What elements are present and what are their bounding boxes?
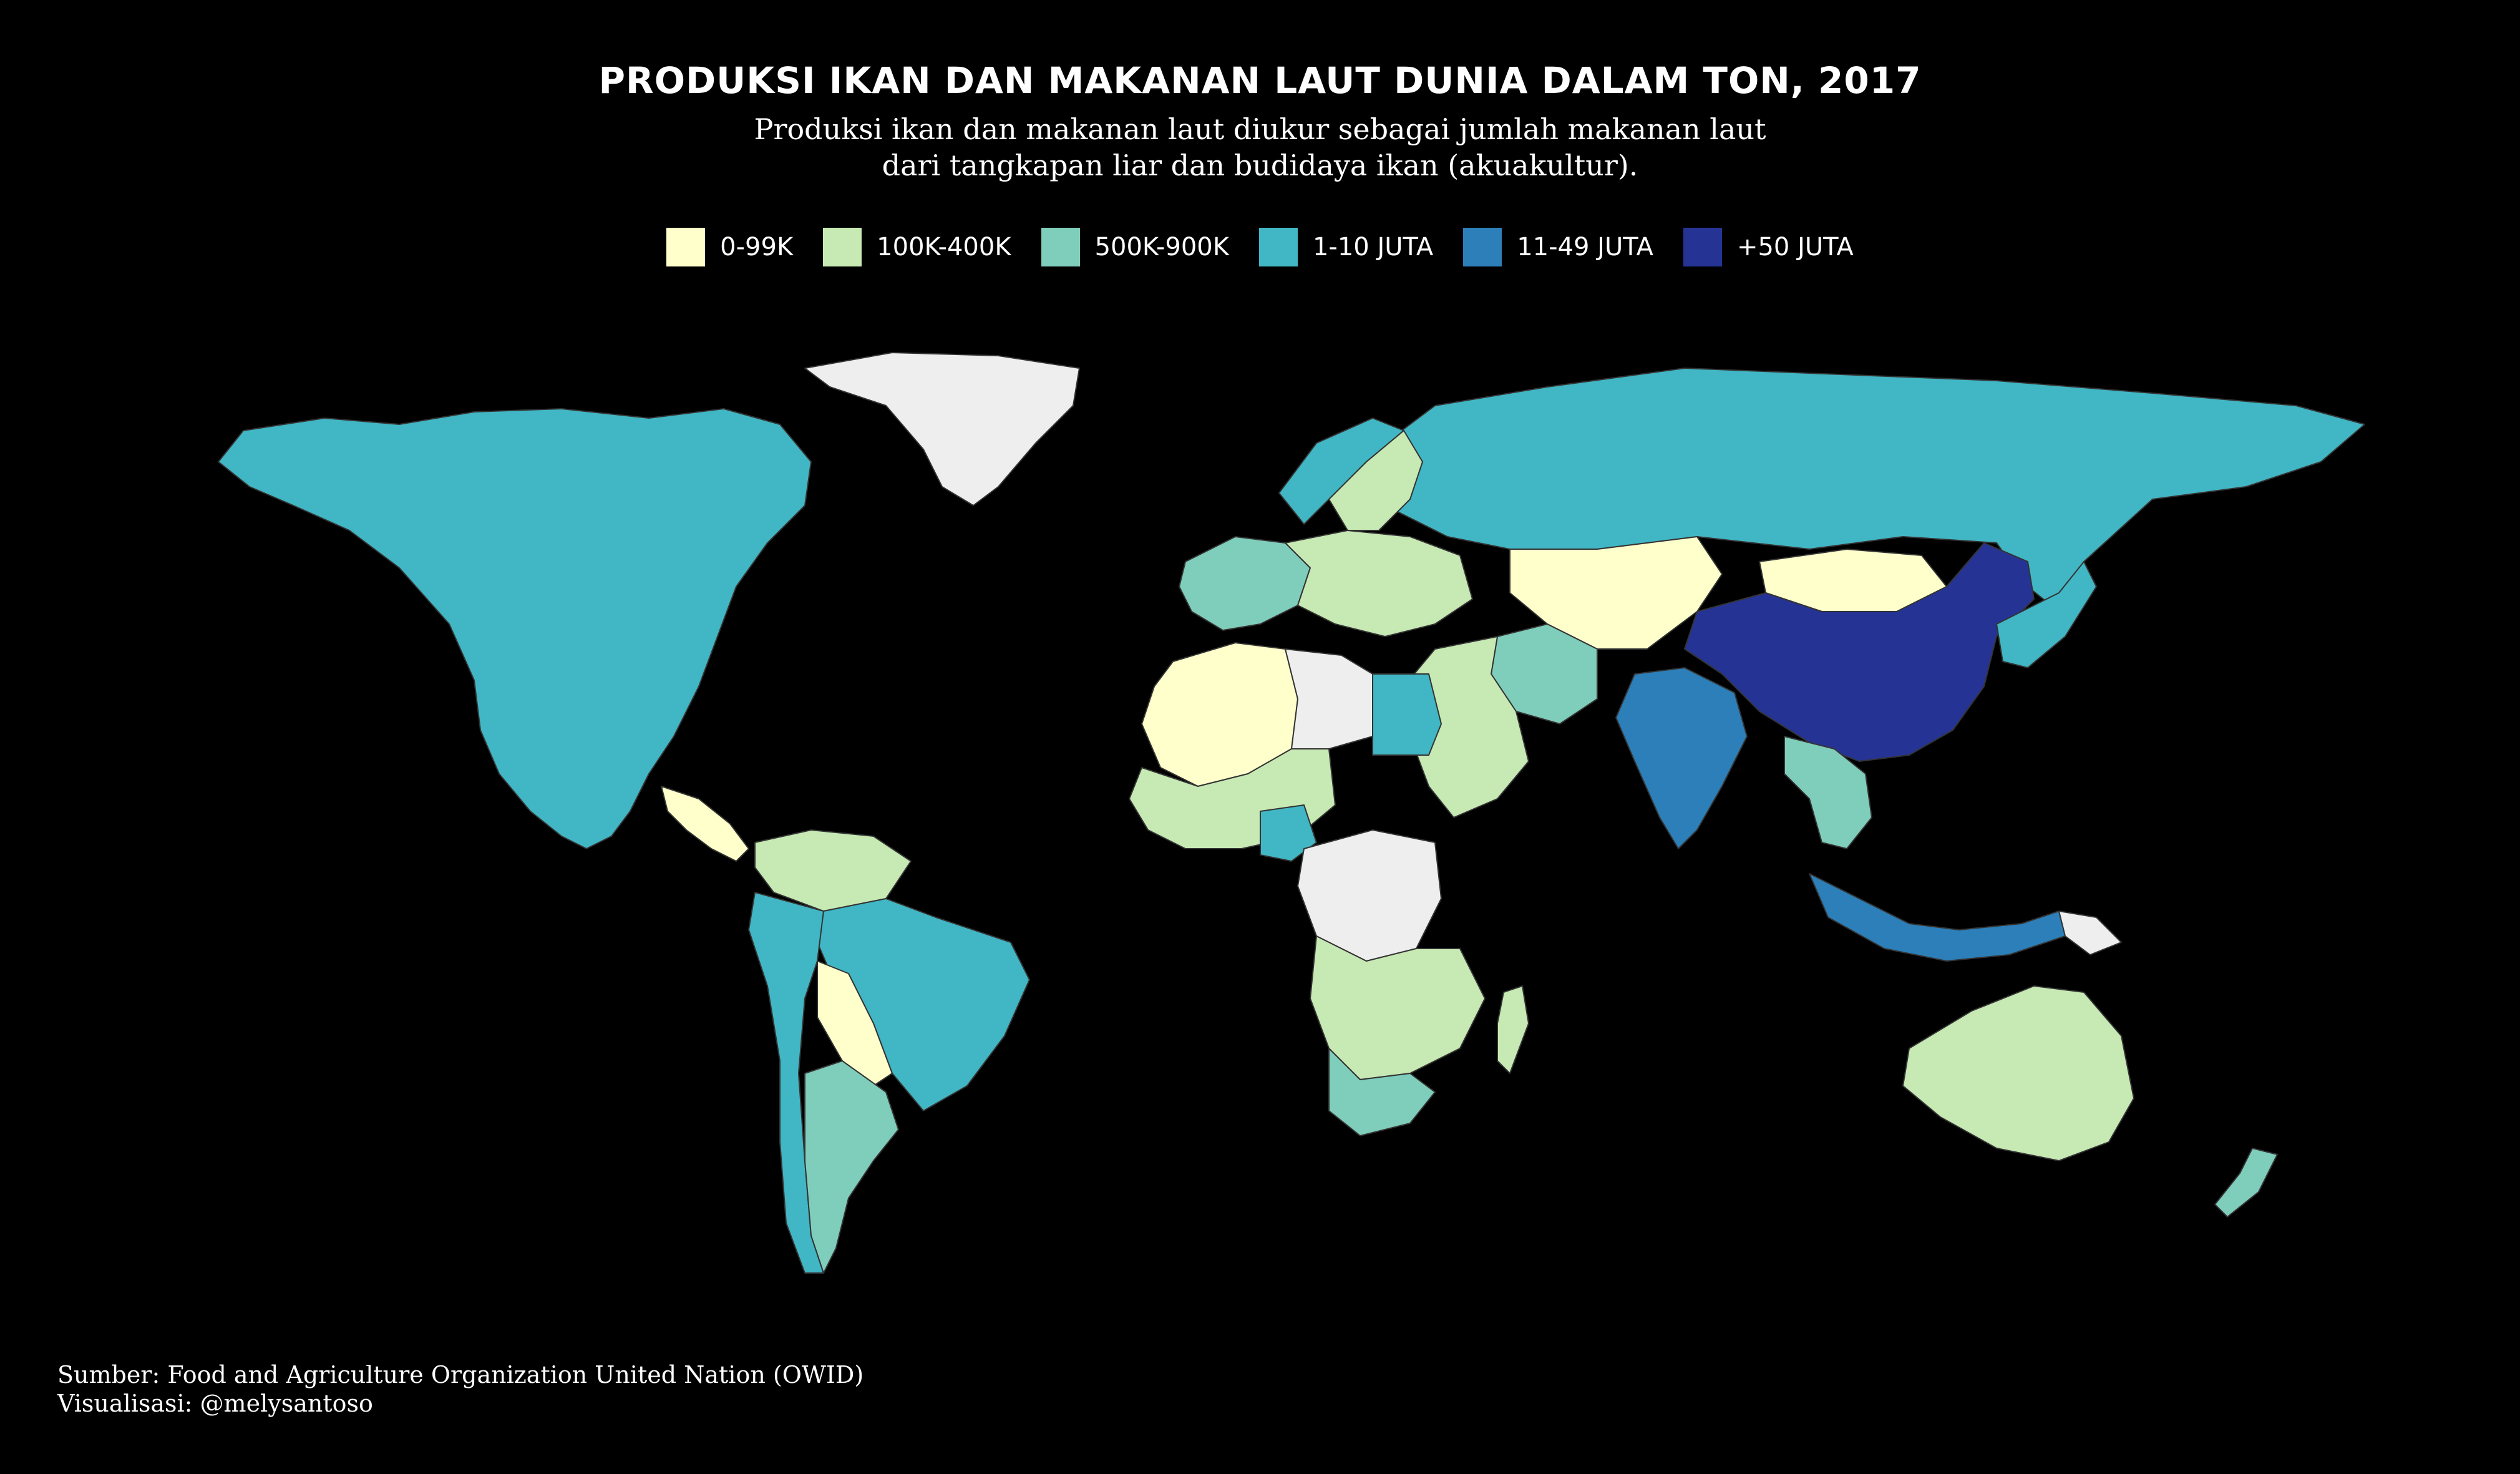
legend-item-500k-900k: 500K-900K xyxy=(1041,228,1229,266)
subtitle-line-2: dari tangkapan liar dan budidaya ikan (a… xyxy=(882,149,1638,182)
credit-line: Visualisasi: @melysantoso xyxy=(57,1390,373,1417)
legend-item-11-49-juta: 11-49 JUTA xyxy=(1463,228,1653,266)
region-southern-africa xyxy=(1310,935,1486,1080)
legend-label: 0-99K xyxy=(720,233,794,261)
legend-swatch xyxy=(823,228,862,266)
source-caption: Sumber: Food and Agriculture Organizatio… xyxy=(57,1360,864,1418)
region-madagascar xyxy=(1497,985,1529,1074)
world-map xyxy=(218,352,2365,1274)
legend-swatch xyxy=(1041,228,1080,266)
legend-label: 11-49 JUTA xyxy=(1517,233,1653,261)
legend-swatch xyxy=(1683,228,1722,266)
region-libya xyxy=(1285,648,1373,749)
region-egypt xyxy=(1372,673,1442,756)
legend: 0-99K 100K-400K 500K-900K 1-10 JUTA 11-4… xyxy=(0,228,2520,266)
region-western-europe xyxy=(1179,536,1311,631)
region-south-africa xyxy=(1328,1048,1436,1136)
region-china xyxy=(1684,542,2035,762)
region-eastern-europe xyxy=(1285,530,1473,637)
region-australia xyxy=(1902,985,2134,1161)
legend-item-100k-400k: 100K-400K xyxy=(823,228,1011,266)
region-new-zealand xyxy=(2214,1148,2278,1218)
legend-label: 1-10 JUTA xyxy=(1312,233,1434,261)
legend-item-50-juta: +50 JUTA xyxy=(1683,228,1854,266)
region-indonesia xyxy=(1809,873,2066,962)
region-japan-korea xyxy=(1996,561,2097,668)
region-bolivia-paraguay xyxy=(817,960,893,1086)
map-subtitle: Produksi ikan dan makanan laut diukur se… xyxy=(0,111,2520,183)
legend-swatch xyxy=(1258,228,1298,266)
region-central-america xyxy=(661,786,749,862)
region-argentina xyxy=(804,1060,899,1274)
legend-item-1-10-juta: 1-10 JUTA xyxy=(1258,228,1434,266)
region-greenland xyxy=(804,352,1080,506)
region-india xyxy=(1615,667,1748,849)
legend-label: +50 JUTA xyxy=(1736,233,1854,261)
legend-swatch xyxy=(666,228,706,266)
region-central-asia xyxy=(1509,536,1723,650)
legend-label: 100K-400K xyxy=(877,233,1011,261)
legend-item-0-99k: 0-99K xyxy=(666,228,793,266)
map-title: PRODUKSI IKAN DAN MAKANAN LAUT DUNIA DAL… xyxy=(598,59,1922,102)
legend-swatch xyxy=(1463,228,1502,266)
subtitle-line-1: Produksi ikan dan makanan laut diukur se… xyxy=(754,112,1766,146)
source-line: Sumber: Food and Agriculture Organizatio… xyxy=(57,1361,864,1389)
region-papua-new-guinea xyxy=(2058,910,2122,955)
legend-label: 500K-900K xyxy=(1094,233,1229,261)
region-north-america xyxy=(218,408,812,849)
region-southeast-asia xyxy=(1784,736,1872,849)
